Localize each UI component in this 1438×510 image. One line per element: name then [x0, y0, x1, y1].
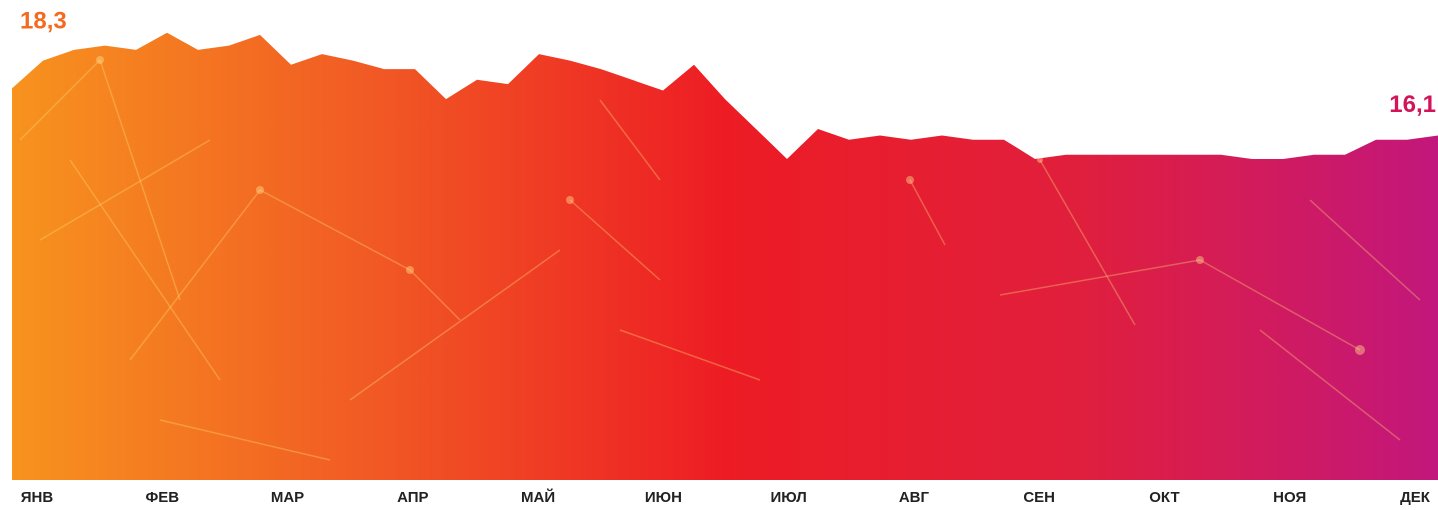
x-tick-label: АВГ [899, 489, 930, 506]
x-tick-label: АПР [397, 489, 428, 506]
x-tick-label: МАЙ [521, 488, 555, 506]
x-tick-label: ДЕК [1400, 489, 1431, 506]
value-label: 18,3 [20, 8, 67, 35]
x-tick-label: ИЮЛ [771, 489, 807, 506]
x-tick-label: МАР [271, 489, 304, 506]
x-tick-label: НОЯ [1273, 489, 1306, 506]
area [12, 32, 1438, 480]
x-tick-label: СЕН [1023, 489, 1055, 506]
x-tick-label: ИЮН [645, 489, 682, 506]
x-tick-label: ОКТ [1149, 489, 1179, 506]
x-tick-label: ФЕВ [145, 489, 179, 506]
network-pattern [19, 56, 1421, 461]
x-tick-label: ЯНВ [21, 489, 54, 506]
value-label: 16,1 [1389, 91, 1436, 118]
